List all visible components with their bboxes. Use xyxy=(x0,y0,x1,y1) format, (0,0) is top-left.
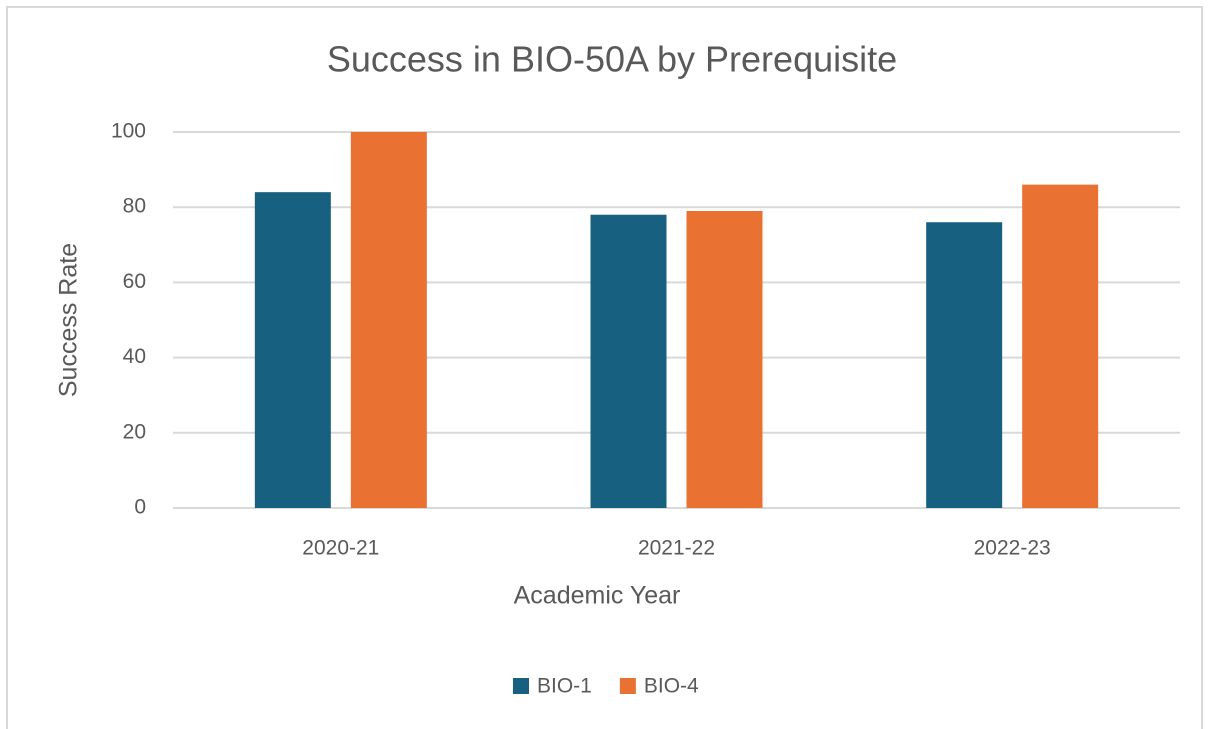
legend-swatch xyxy=(513,678,529,694)
y-tick-label: 20 xyxy=(123,420,146,443)
legend-label: BIO-1 xyxy=(537,675,592,698)
bar xyxy=(926,222,1003,509)
bar xyxy=(350,132,427,508)
y-tick-label: 100 xyxy=(111,120,146,143)
x-tick-label: 2020-21 xyxy=(302,537,379,560)
y-axis-label: Success Rate xyxy=(55,243,83,397)
bar xyxy=(686,210,763,508)
bar xyxy=(254,192,331,508)
x-axis-label: Academic Year xyxy=(514,582,681,610)
bar xyxy=(1022,184,1099,508)
x-tick-label: 2022-23 xyxy=(974,537,1051,560)
y-tick-label: 80 xyxy=(123,195,146,218)
bar xyxy=(590,214,667,508)
legend-label: BIO-4 xyxy=(644,675,699,698)
x-tick-label: 2021-22 xyxy=(638,537,715,560)
y-tick-label: 0 xyxy=(134,496,146,519)
legend-swatch xyxy=(619,678,636,694)
chart-title: Success in BIO-50A by Prerequisite xyxy=(327,39,897,80)
y-tick-label: 40 xyxy=(123,345,146,368)
y-tick-label: 60 xyxy=(123,270,146,293)
